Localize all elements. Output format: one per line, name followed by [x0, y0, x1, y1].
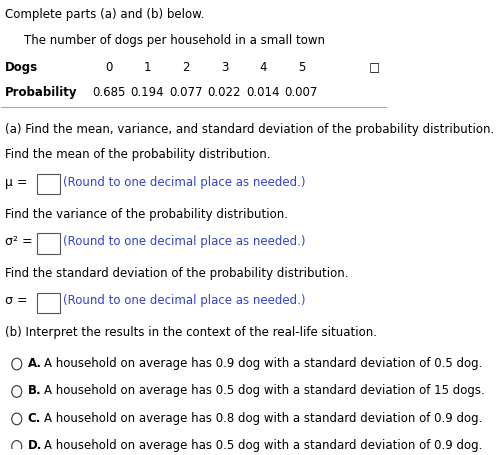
Text: 0.022: 0.022 [208, 86, 241, 99]
Text: (b) Interpret the results in the context of the real-life situation.: (b) Interpret the results in the context… [5, 326, 377, 339]
Text: μ =: μ = [5, 175, 28, 188]
Text: C.: C. [28, 411, 41, 424]
Text: Find the mean of the probability distribution.: Find the mean of the probability distrib… [5, 148, 271, 161]
Text: A household on average has 0.5 dog with a standard deviation of 0.9 dog.: A household on average has 0.5 dog with … [45, 438, 483, 451]
FancyBboxPatch shape [37, 293, 60, 313]
Text: (Round to one decimal place as needed.): (Round to one decimal place as needed.) [63, 234, 306, 248]
Text: (a) Find the mean, variance, and standard deviation of the probability distribut: (a) Find the mean, variance, and standar… [5, 123, 495, 136]
Circle shape [12, 440, 22, 452]
Text: 0.007: 0.007 [285, 86, 318, 99]
Text: 0.014: 0.014 [246, 86, 280, 99]
Text: A household on average has 0.5 dog with a standard deviation of 15 dogs.: A household on average has 0.5 dog with … [45, 384, 485, 397]
Text: A household on average has 0.9 dog with a standard deviation of 0.5 dog.: A household on average has 0.9 dog with … [45, 356, 483, 369]
Text: Complete parts (a) and (b) below.: Complete parts (a) and (b) below. [5, 8, 205, 21]
Circle shape [12, 413, 22, 425]
Text: B.: B. [28, 384, 41, 397]
Text: 0.194: 0.194 [131, 86, 164, 99]
Text: 0: 0 [105, 61, 113, 74]
Text: (Round to one decimal place as needed.): (Round to one decimal place as needed.) [63, 175, 306, 188]
Text: 5: 5 [298, 61, 305, 74]
Text: 4: 4 [259, 61, 267, 74]
Text: 1: 1 [144, 61, 151, 74]
Text: D.: D. [28, 438, 42, 451]
Circle shape [12, 386, 22, 398]
Text: □: □ [369, 61, 380, 74]
Text: The number of dogs per household in a small town: The number of dogs per household in a sm… [24, 34, 325, 47]
Text: Probability: Probability [5, 86, 78, 99]
Text: σ =: σ = [5, 294, 28, 307]
FancyBboxPatch shape [37, 174, 60, 195]
Text: (Round to one decimal place as needed.): (Round to one decimal place as needed.) [63, 294, 306, 307]
Text: 3: 3 [221, 61, 228, 74]
FancyBboxPatch shape [37, 233, 60, 254]
Text: A.: A. [28, 356, 42, 369]
Text: 0.685: 0.685 [92, 86, 126, 99]
Text: A household on average has 0.8 dog with a standard deviation of 0.9 dog.: A household on average has 0.8 dog with … [45, 411, 483, 424]
Circle shape [12, 359, 22, 370]
Text: 2: 2 [182, 61, 189, 74]
Text: Dogs: Dogs [5, 61, 38, 74]
Text: Find the standard deviation of the probability distribution.: Find the standard deviation of the proba… [5, 267, 349, 279]
Text: 0.077: 0.077 [169, 86, 203, 99]
Text: σ² =: σ² = [5, 234, 33, 248]
Text: Find the variance of the probability distribution.: Find the variance of the probability dis… [5, 207, 288, 220]
